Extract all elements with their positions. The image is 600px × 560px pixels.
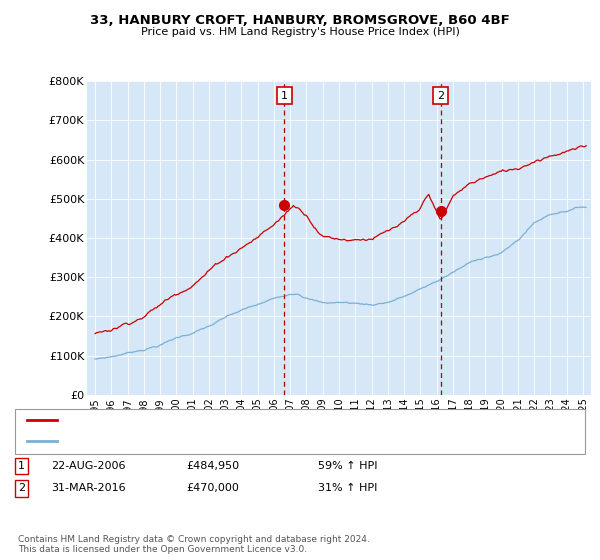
Text: 31% ↑ HPI: 31% ↑ HPI: [318, 483, 377, 493]
Text: £470,000: £470,000: [186, 483, 239, 493]
Text: £484,950: £484,950: [186, 461, 239, 471]
Text: 2: 2: [18, 483, 25, 493]
Text: 22-AUG-2006: 22-AUG-2006: [51, 461, 125, 471]
Text: 33, HANBURY CROFT, HANBURY, BROMSGROVE, B60 4BF (detached house): 33, HANBURY CROFT, HANBURY, BROMSGROVE, …: [63, 415, 431, 425]
Text: Contains HM Land Registry data © Crown copyright and database right 2024.
This d: Contains HM Land Registry data © Crown c…: [18, 535, 370, 554]
Text: 59% ↑ HPI: 59% ↑ HPI: [318, 461, 377, 471]
Text: 1: 1: [281, 91, 288, 101]
Text: 33, HANBURY CROFT, HANBURY, BROMSGROVE, B60 4BF: 33, HANBURY CROFT, HANBURY, BROMSGROVE, …: [90, 14, 510, 27]
Text: 1: 1: [18, 461, 25, 471]
Text: 31-MAR-2016: 31-MAR-2016: [51, 483, 125, 493]
Text: 2: 2: [437, 91, 444, 101]
Text: Price paid vs. HM Land Registry's House Price Index (HPI): Price paid vs. HM Land Registry's House …: [140, 27, 460, 37]
Text: HPI: Average price, detached house, Wychavon: HPI: Average price, detached house, Wych…: [63, 436, 295, 446]
